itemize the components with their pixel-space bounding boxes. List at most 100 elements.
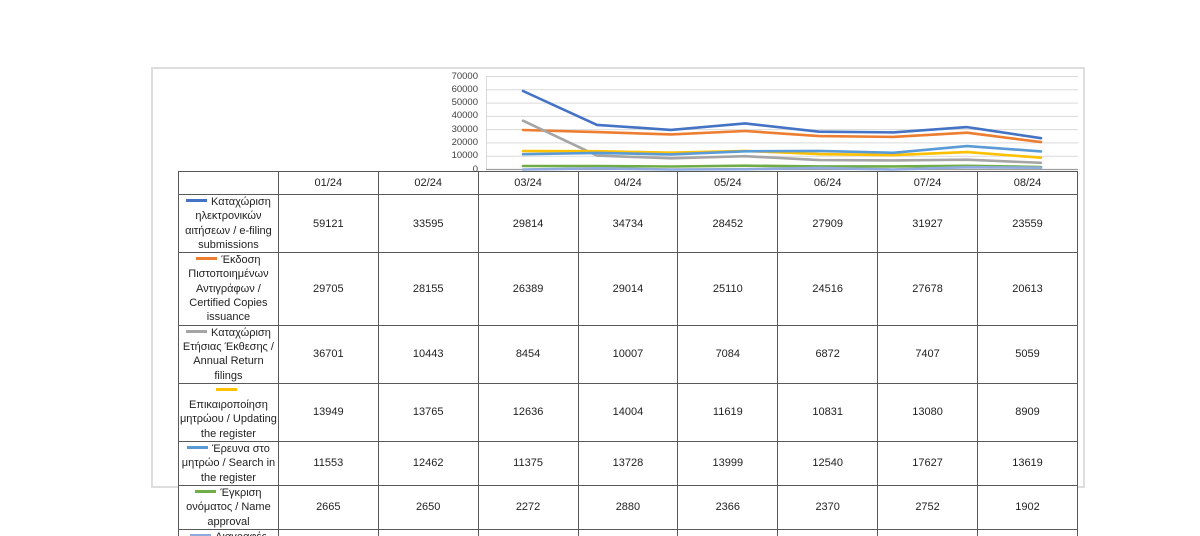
value-cell: 7407 <box>877 324 978 384</box>
value-cell: 27909 <box>777 193 879 254</box>
value-cell: 2665 <box>277 484 379 530</box>
value-cell: 5059 <box>977 324 1078 384</box>
value-cell: 23559 <box>977 193 1078 254</box>
series-label: Έκδοση Πιστοποιημένων Αντιγράφων / Certi… <box>188 254 269 324</box>
chart-data-table: 01/24 02/24 03/24 04/24 05/24 06/24 07/24 08/24… <box>178 171 1078 536</box>
table-row: Έκδοση Πιστοποιημένων Αντιγράφων / Certi… <box>178 252 1078 326</box>
table-row: Έρευνα στο μητρώο / Search in the regist… <box>178 441 1078 486</box>
value-cell: 29705 <box>277 252 379 326</box>
series-line-4 <box>521 144 1043 156</box>
value-cell: 1902 <box>977 484 1078 530</box>
value-cell: 11553 <box>277 441 379 486</box>
value-cell: 28452 <box>677 193 779 254</box>
y-tick-label: 20000 <box>451 136 478 148</box>
month-header-0: 01/24 <box>277 171 379 195</box>
series-label-cell: Επικαιροποίηση μητρώου / Updating the re… <box>178 382 279 443</box>
y-tick-label: 60000 <box>451 83 478 95</box>
value-cell: 1765 <box>877 528 978 536</box>
y-tick-label: 70000 <box>451 70 478 82</box>
value-cell: 1386 <box>977 528 1078 536</box>
chart-panel: 0 10000 20000 30000 40000 50000 60000 70000 01/… <box>151 67 1085 536</box>
legend-key-icon <box>215 387 237 391</box>
value-cell: 34734 <box>577 193 679 254</box>
series-line-2 <box>521 119 1043 165</box>
line-chart <box>486 76 1078 171</box>
value-cell: 13080 <box>877 382 978 443</box>
value-cell: 28155 <box>377 252 479 326</box>
series-label-cell: Καταχώριση ηλεκτρονικών αιτήσεων / e-fil… <box>178 193 279 254</box>
month-header-6: 07/24 <box>877 171 978 195</box>
value-cell: 225 <box>577 528 679 536</box>
series-line-5 <box>521 164 1043 169</box>
series-label-cell: Έκδοση Πιστοποιημένων Αντιγράφων / Certi… <box>178 252 279 326</box>
value-cell: 8454 <box>477 324 579 384</box>
value-cell: 29814 <box>477 193 579 254</box>
value-cell: 33595 <box>377 193 479 254</box>
value-cell: 27678 <box>877 252 978 326</box>
y-tick-label: 50000 <box>451 97 478 109</box>
series-label: Καταχώριση ηλεκτρονικών αιτήσεων / e-fil… <box>185 196 272 251</box>
series-line-3 <box>521 149 1043 159</box>
legend-key-icon <box>196 257 218 261</box>
month-header-1: 02/24 <box>377 171 479 195</box>
value-cell: 36701 <box>277 324 379 384</box>
value-cell: 2366 <box>677 484 779 530</box>
month-header-7: 08/24 <box>977 171 1078 195</box>
value-cell: 13619 <box>977 441 1078 486</box>
value-cell: 10831 <box>777 382 879 443</box>
series-label: Έγκριση ονόματος / Name approval <box>186 486 271 528</box>
legend-key-icon <box>195 490 217 494</box>
series-label: Επικαιροποίηση μητρώου / Updating the re… <box>179 399 277 440</box>
month-header-2: 03/24 <box>477 171 579 195</box>
series-label: Έρευνα στο μητρώο / Search in the regist… <box>181 443 276 484</box>
value-cell: 0 <box>777 528 879 536</box>
legend-key-icon <box>186 329 208 333</box>
table-corner <box>178 171 279 195</box>
value-cell: 29014 <box>577 252 679 326</box>
month-header-row: 01/24 02/24 03/24 04/24 05/24 06/24 07/24 08/24 <box>178 171 1078 195</box>
month-header-4: 05/24 <box>677 171 779 195</box>
value-cell: 11375 <box>477 441 579 486</box>
y-axis: 0 10000 20000 30000 40000 50000 60000 70000 <box>153 69 482 174</box>
value-cell: 13728 <box>577 441 679 486</box>
value-cell: 11619 <box>677 382 779 443</box>
table-row: Καταχώριση Ετήσιας Έκθεσης / Annual Retu… <box>178 324 1078 384</box>
month-header-3: 04/24 <box>577 171 679 195</box>
value-cell: 1206 <box>677 528 779 536</box>
series-label: Καταχώριση Ετήσιας Έκθεσης / Annual Retu… <box>182 326 274 382</box>
value-cell: 26389 <box>477 252 579 326</box>
value-cell: 13949 <box>277 382 379 443</box>
table-row: Έγκριση ονόματος / Name approval 2665 2650… <box>178 484 1078 530</box>
value-cell: 20613 <box>977 252 1078 326</box>
table-row: Καταχώριση ηλεκτρονικών αιτήσεων / e-fil… <box>178 193 1078 254</box>
value-cell: 7084 <box>677 324 779 384</box>
table-body: Καταχώριση ηλεκτρονικών αιτήσεων / e-fil… <box>178 193 1078 536</box>
value-cell: 6872 <box>777 324 879 384</box>
value-cell: 10443 <box>377 324 479 384</box>
legend-key-icon <box>186 199 208 203</box>
value-cell: 12636 <box>477 382 579 443</box>
value-cell: 17627 <box>877 441 978 486</box>
series-label-cell: Διαγραφές Εταιρείων με βάσει του 327 /St… <box>178 528 279 536</box>
value-cell: 14004 <box>577 382 679 443</box>
value-cell: 8909 <box>977 382 1078 443</box>
value-cell: 0 <box>277 528 379 536</box>
legend-key-icon <box>190 533 212 536</box>
value-cell: 2272 <box>477 484 579 530</box>
y-tick-label: 10000 <box>451 150 478 162</box>
y-tick-label: 30000 <box>451 123 478 135</box>
value-cell: 13999 <box>677 441 779 486</box>
value-cell: 0 <box>477 528 579 536</box>
series-label-cell: Έρευνα στο μητρώο / Search in the regist… <box>178 441 279 486</box>
series-label-cell: Έγκριση ονόματος / Name approval <box>178 484 279 530</box>
series-line-1 <box>521 128 1043 144</box>
value-cell: 31927 <box>877 193 978 254</box>
y-tick-label: 40000 <box>451 110 478 122</box>
value-cell: 2650 <box>377 484 479 530</box>
value-cell: 2752 <box>877 484 978 530</box>
value-cell: 24516 <box>777 252 879 326</box>
y-tick-label: 0 <box>472 163 478 175</box>
value-cell: 2880 <box>577 484 679 530</box>
month-header-5: 06/24 <box>777 171 879 195</box>
